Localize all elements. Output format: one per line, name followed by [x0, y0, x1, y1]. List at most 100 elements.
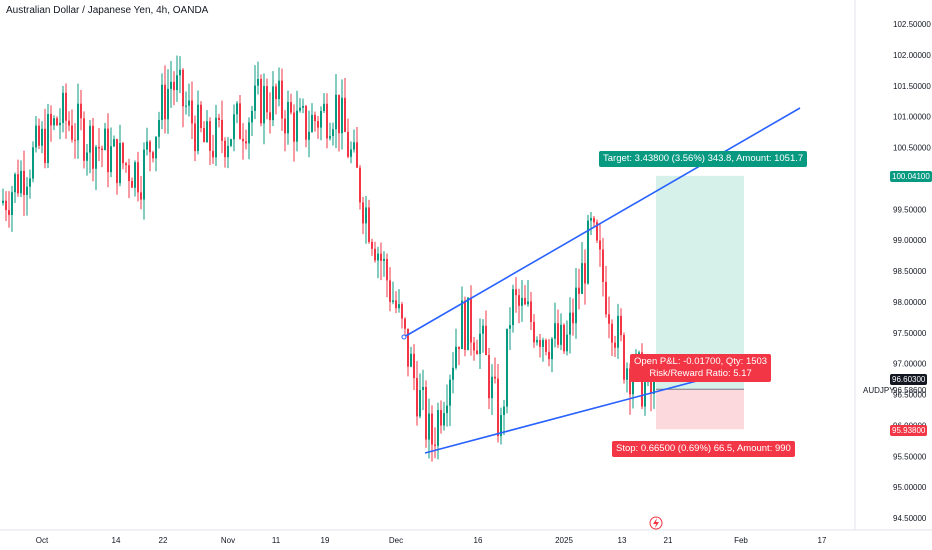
candle-body: [326, 103, 328, 139]
candle-body: [185, 105, 187, 107]
candle-body: [611, 323, 613, 343]
pnl-label[interactable]: Open P&L: -0.01700, Qty: 1503 Risk/Rewar…: [630, 354, 772, 382]
candle-body: [488, 354, 490, 399]
y-tick-label: 94.50000: [893, 514, 927, 523]
candle-body: [554, 323, 556, 339]
candle-body: [386, 258, 388, 281]
lower-trendline: [424, 377, 709, 454]
candle-body: [146, 141, 148, 150]
candle-body: [32, 147, 34, 179]
candle-body: [539, 339, 541, 347]
candle-body: [71, 125, 73, 140]
candle-body: [149, 141, 151, 153]
event-marker-icon[interactable]: [649, 516, 663, 530]
candle-body: [89, 125, 91, 153]
candle-body: [44, 128, 46, 164]
candle-body: [446, 405, 448, 414]
candle-body: [452, 367, 454, 380]
candle-body: [521, 298, 523, 306]
candle-body: [449, 379, 451, 406]
candle-body: [68, 120, 70, 126]
candle-body: [77, 103, 79, 141]
candle-body: [170, 81, 172, 89]
candle-body: [467, 297, 469, 350]
candle-body: [203, 127, 205, 143]
candle-body: [140, 192, 142, 200]
candle-body: [62, 92, 64, 123]
candle-body: [458, 346, 460, 349]
candle-body: [344, 97, 346, 132]
candle-body: [584, 263, 586, 284]
candle-body: [158, 119, 160, 137]
candle-body: [143, 149, 145, 200]
candle-body: [161, 84, 163, 120]
target-label[interactable]: Target: 3.43800 (3.56%) 343.8, Amount: 1…: [599, 151, 808, 167]
candle-body: [602, 249, 604, 282]
candle-body: [65, 92, 67, 121]
candle-body: [8, 210, 10, 215]
candle-body: [533, 321, 535, 343]
entry-price-label: 96.58600: [893, 386, 927, 395]
x-tick-label: 21: [664, 536, 673, 545]
candle-body: [377, 253, 379, 261]
candle-body: [104, 128, 106, 150]
candle-body: [50, 114, 52, 126]
x-tick-label: Dec: [389, 536, 403, 545]
candle-body: [137, 162, 139, 193]
candle-body: [296, 110, 298, 142]
candle-body: [380, 253, 382, 261]
candle-body: [164, 84, 166, 120]
candle-body: [236, 103, 238, 115]
candle-body: [581, 263, 583, 294]
candle-body: [311, 114, 313, 132]
candle-body: [422, 386, 424, 391]
candle-body: [200, 104, 202, 128]
candle-body: [95, 146, 97, 169]
candle-body: [5, 200, 7, 211]
candle-body: [350, 149, 352, 157]
candle-body: [434, 444, 436, 446]
candle-body: [230, 139, 232, 146]
candle-body: [329, 136, 331, 139]
candle-body: [305, 105, 307, 140]
candle-body: [368, 207, 370, 242]
y-tick-label: 96.50000: [893, 391, 927, 400]
x-tick-label: Oct: [36, 536, 49, 545]
candle-body: [479, 333, 481, 355]
candle-body: [515, 289, 517, 296]
candle-body: [548, 351, 550, 360]
candle-body: [266, 86, 268, 113]
candle-body: [86, 152, 88, 161]
candle-body: [383, 258, 385, 261]
stop-price-tag: 95.93800: [890, 425, 928, 436]
candle-body: [323, 103, 325, 112]
candle-body: [356, 142, 358, 168]
candle-body: [440, 410, 442, 426]
candle-body: [173, 81, 175, 91]
candle-body: [362, 202, 364, 224]
candle-body: [476, 350, 478, 355]
candle-body: [2, 200, 4, 204]
candle-body: [503, 406, 505, 416]
candle-body: [560, 324, 562, 345]
candle-body: [497, 378, 499, 437]
candle-body: [194, 123, 196, 152]
x-tick-label: Feb: [734, 536, 748, 545]
candle-body: [359, 167, 361, 203]
candle-body: [197, 104, 199, 152]
stop-label[interactable]: Stop: 0.66500 (0.69%) 66.5, Amount: 990: [612, 441, 795, 457]
candle-body: [485, 325, 487, 355]
x-tick-label: 2025: [555, 536, 573, 545]
candle-body: [14, 174, 16, 193]
candle-body: [341, 97, 343, 134]
candle-body: [176, 75, 178, 91]
candle-body: [251, 110, 253, 123]
candle-body: [353, 142, 355, 150]
candle-body: [101, 148, 103, 150]
candle-body: [392, 300, 394, 302]
candle-body: [80, 103, 82, 119]
y-tick-label: 98.50000: [893, 267, 927, 276]
x-tick-label: 17: [818, 536, 827, 545]
